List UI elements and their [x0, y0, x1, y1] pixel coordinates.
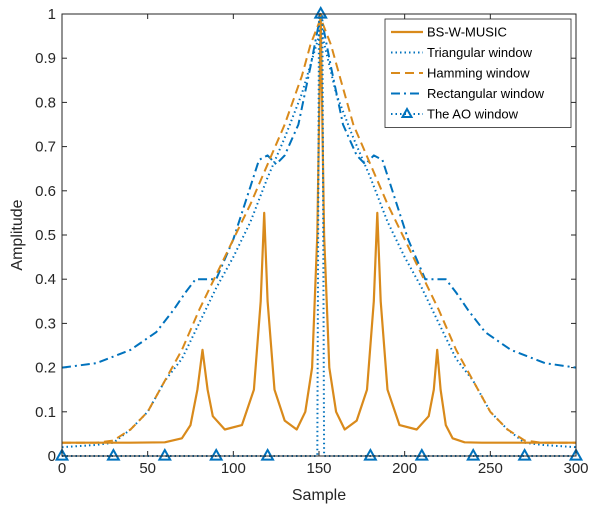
y-tick-label: 0.4	[35, 271, 56, 288]
y-tick-label: 0.7	[35, 139, 56, 156]
legend-label: BS-W-MUSIC	[427, 25, 507, 40]
x-tick-label: 150	[306, 460, 331, 477]
legend-label: The AO window	[427, 107, 519, 122]
ao-window-marker	[466, 447, 481, 461]
legend-box	[384, 18, 572, 128]
series-line-hamming-window	[62, 17, 576, 444]
x-tick-label: 0	[58, 460, 66, 477]
x-tick-label: 100	[221, 460, 246, 477]
x-tick-label: 300	[563, 460, 588, 477]
y-tick-label: 0.2	[35, 360, 56, 377]
ao-window-marker	[209, 447, 224, 461]
ao-window-marker	[54, 447, 70, 461]
y-tick-label: 0.9	[35, 50, 56, 67]
legend-label: Rectangular window	[427, 86, 545, 101]
y-axis-label: Amplitude	[9, 199, 26, 270]
plot-frame	[61, 13, 577, 457]
x-tick-label: 250	[478, 460, 503, 477]
y-tick-label: 1	[48, 6, 56, 23]
ao-window-marker	[157, 447, 172, 461]
legend-label: Triangular window	[427, 45, 533, 60]
ao-window-marker	[414, 447, 429, 461]
legend: BS-W-MUSIC Triangular window Hamming windo…	[384, 18, 572, 128]
y-tick-label: 0.6	[35, 183, 56, 200]
x-tick-label: 200	[392, 460, 417, 477]
y-tick-label: 0.3	[35, 315, 56, 332]
x-tick-label: 50	[139, 460, 156, 477]
ao-window-marker	[568, 447, 584, 461]
ao-window-marker	[106, 447, 121, 461]
ao-window-marker	[517, 447, 532, 461]
ao-window-marker	[313, 5, 328, 19]
legend-marker	[400, 106, 414, 118]
y-tick-label: 0	[48, 448, 56, 465]
legend-label: Hamming window	[427, 66, 530, 81]
x-axis-label: Sample	[292, 487, 346, 504]
y-tick-label: 0.8	[35, 94, 56, 111]
y-tick-label: 0.5	[35, 227, 56, 244]
ao-window-marker	[363, 447, 378, 461]
y-tick-label: 0.1	[35, 404, 56, 421]
ao-window-marker	[260, 447, 275, 461]
